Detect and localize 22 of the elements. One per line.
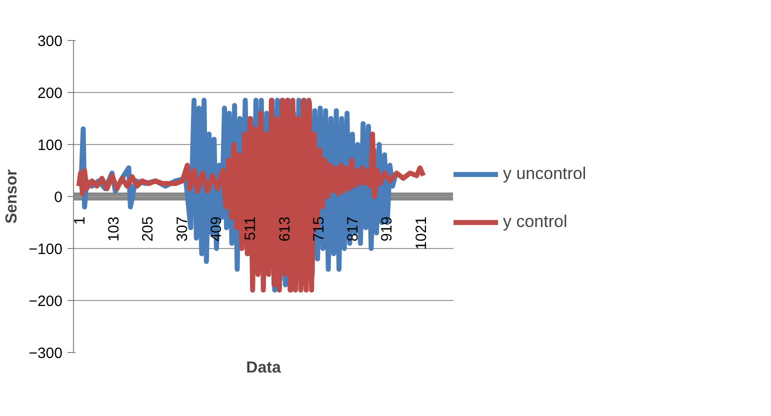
x-tick-label: 817 <box>344 216 362 242</box>
y-tick-label: 0 <box>54 189 62 206</box>
x-tick-label: 1021 <box>412 216 430 250</box>
x-tick-label: 715 <box>310 216 328 242</box>
x-tick-label: 1 <box>71 216 88 225</box>
x-tick-label: 919 <box>378 216 396 242</box>
y-axis-title: Sensor <box>4 169 21 224</box>
legend-label: y uncontrol <box>503 164 586 184</box>
x-tick-label: 613 <box>276 216 294 242</box>
y-tick-label: −300 <box>28 345 63 362</box>
y-tick-label: 300 <box>37 33 63 50</box>
y-tick-label: 100 <box>37 137 63 154</box>
x-tick-label: 307 <box>174 216 191 242</box>
x-tick-label: 409 <box>208 216 225 242</box>
x-tick-label: 205 <box>140 216 157 242</box>
y-tick-label: −200 <box>28 293 63 310</box>
x-tick-label: 511 <box>242 216 260 240</box>
x-axis-title: Data <box>246 360 281 376</box>
y-tick-label: −100 <box>28 241 63 258</box>
x-tick-label: 103 <box>106 216 123 242</box>
legend-label: y control <box>503 212 568 232</box>
y-tick-label: 200 <box>37 85 63 102</box>
